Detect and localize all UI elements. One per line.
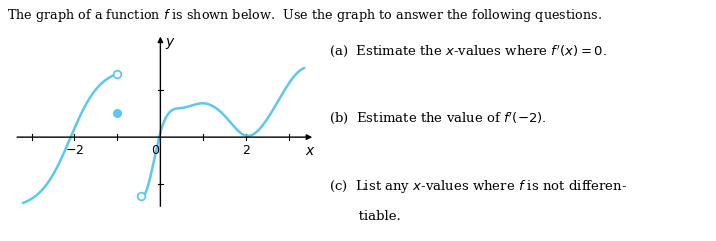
Text: tiable.: tiable. xyxy=(329,210,401,223)
Text: $2$: $2$ xyxy=(242,144,251,157)
Text: (c)  List any $x$-values where $f$ is not differen-: (c) List any $x$-values where $f$ is not… xyxy=(329,178,628,195)
Text: $0$: $0$ xyxy=(151,144,160,157)
Text: (b)  Estimate the value of $f'(-2).$: (b) Estimate the value of $f'(-2).$ xyxy=(329,111,547,127)
Text: (a)  Estimate the $x$-values where $f'(x) = 0.$: (a) Estimate the $x$-values where $f'(x)… xyxy=(329,43,607,59)
Text: $y$: $y$ xyxy=(165,36,175,51)
Text: $-2$: $-2$ xyxy=(65,144,84,157)
Text: $x$: $x$ xyxy=(306,144,316,158)
Text: The graph of a function $f$ is shown below.  Use the graph to answer the followi: The graph of a function $f$ is shown bel… xyxy=(7,7,602,24)
